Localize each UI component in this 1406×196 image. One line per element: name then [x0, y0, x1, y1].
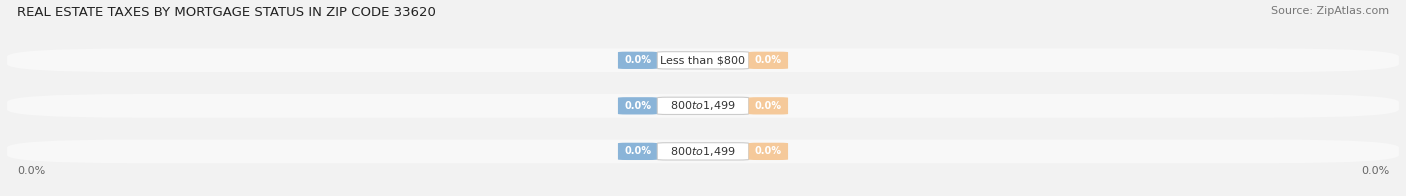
Text: $800 to $1,499: $800 to $1,499 — [671, 99, 735, 112]
Text: $800 to $1,499: $800 to $1,499 — [671, 145, 735, 158]
Text: 0.0%: 0.0% — [624, 101, 651, 111]
FancyBboxPatch shape — [619, 97, 657, 114]
FancyBboxPatch shape — [657, 97, 749, 114]
Text: 0.0%: 0.0% — [624, 146, 651, 156]
FancyBboxPatch shape — [7, 48, 1399, 72]
Text: 0.0%: 0.0% — [755, 101, 782, 111]
FancyBboxPatch shape — [749, 143, 787, 160]
FancyBboxPatch shape — [619, 143, 657, 160]
Text: 0.0%: 0.0% — [1361, 166, 1389, 176]
Text: 0.0%: 0.0% — [755, 146, 782, 156]
Text: REAL ESTATE TAXES BY MORTGAGE STATUS IN ZIP CODE 33620: REAL ESTATE TAXES BY MORTGAGE STATUS IN … — [17, 6, 436, 19]
FancyBboxPatch shape — [657, 143, 749, 160]
Text: Source: ZipAtlas.com: Source: ZipAtlas.com — [1271, 6, 1389, 16]
Text: 0.0%: 0.0% — [755, 55, 782, 65]
FancyBboxPatch shape — [7, 140, 1399, 163]
FancyBboxPatch shape — [619, 52, 657, 69]
FancyBboxPatch shape — [7, 94, 1399, 118]
Text: 0.0%: 0.0% — [17, 166, 45, 176]
FancyBboxPatch shape — [749, 97, 787, 114]
Text: 0.0%: 0.0% — [624, 55, 651, 65]
Text: Less than $800: Less than $800 — [661, 55, 745, 65]
FancyBboxPatch shape — [749, 52, 787, 69]
FancyBboxPatch shape — [657, 52, 749, 69]
